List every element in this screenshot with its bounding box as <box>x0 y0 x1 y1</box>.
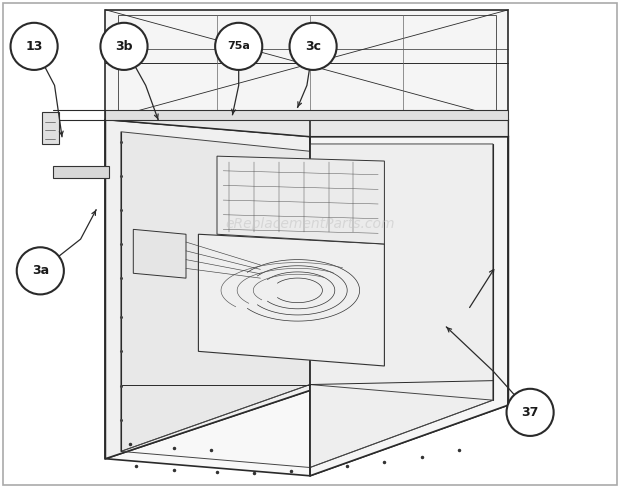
Circle shape <box>507 389 554 436</box>
Text: eReplacementParts.com: eReplacementParts.com <box>225 218 395 231</box>
Circle shape <box>11 23 58 70</box>
Text: 13: 13 <box>25 40 43 53</box>
Polygon shape <box>105 110 508 120</box>
Polygon shape <box>121 132 310 451</box>
Circle shape <box>290 23 337 70</box>
Text: 75a: 75a <box>228 41 250 51</box>
Polygon shape <box>105 120 310 459</box>
Polygon shape <box>217 156 384 244</box>
Polygon shape <box>310 137 508 476</box>
Circle shape <box>215 23 262 70</box>
Polygon shape <box>105 390 508 476</box>
Polygon shape <box>105 10 508 120</box>
Polygon shape <box>198 234 384 366</box>
Polygon shape <box>133 229 186 278</box>
Text: 37: 37 <box>521 406 539 419</box>
Text: 3a: 3a <box>32 264 49 277</box>
Polygon shape <box>53 166 108 178</box>
Text: 3c: 3c <box>305 40 321 53</box>
Circle shape <box>17 247 64 294</box>
Text: 3b: 3b <box>115 40 133 53</box>
Polygon shape <box>105 120 508 137</box>
Polygon shape <box>42 112 59 144</box>
Circle shape <box>100 23 148 70</box>
Polygon shape <box>310 144 493 468</box>
